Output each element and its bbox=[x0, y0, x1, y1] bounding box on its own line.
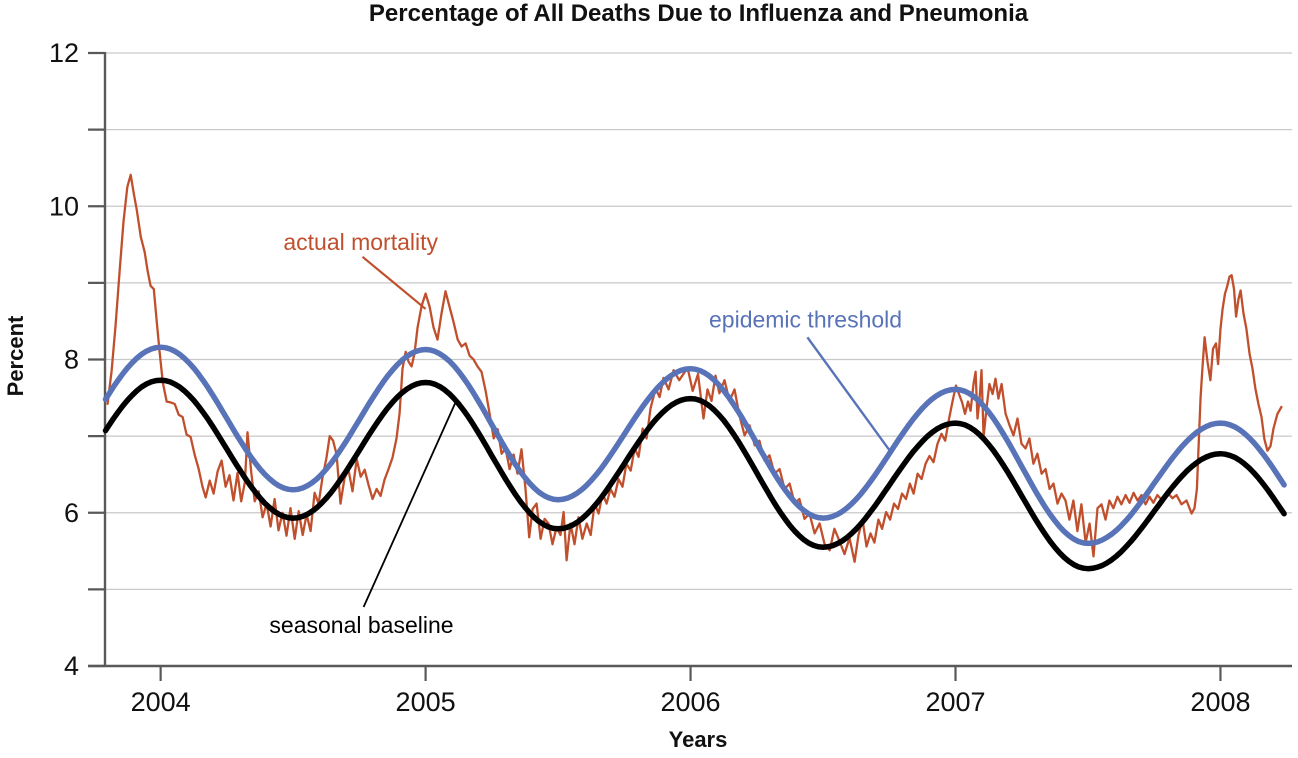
x-tick-label-2008: 2008 bbox=[1190, 687, 1250, 717]
annotation-leader-actual-mortality bbox=[361, 255, 427, 310]
series-actual-line bbox=[106, 173, 1283, 563]
y-tick-label-6: 6 bbox=[64, 498, 79, 528]
annotation-leader-epidemic-threshold bbox=[806, 336, 892, 453]
annotation-label-actual-mortality: actual mortality bbox=[283, 229, 438, 255]
x-axis-title: Years bbox=[668, 727, 728, 752]
y-tick-label-12: 12 bbox=[49, 38, 79, 68]
x-tick-label-2006: 2006 bbox=[661, 687, 721, 717]
x-tick-label-2007: 2007 bbox=[925, 687, 985, 717]
annotation-label-seasonal-baseline: seasonal baseline bbox=[269, 612, 453, 638]
y-tick-label-8: 8 bbox=[64, 345, 79, 375]
annotation-label-epidemic-threshold: epidemic threshold bbox=[709, 306, 902, 332]
series-threshold-line bbox=[102, 344, 1287, 547]
series-baseline-line bbox=[102, 377, 1287, 572]
x-tick-label-2005: 2005 bbox=[396, 687, 456, 717]
annotation-leader-seasonal-baseline bbox=[362, 402, 457, 608]
chart-title: Percentage of All Deaths Due to Influenz… bbox=[368, 0, 1029, 27]
y-tick-label-10: 10 bbox=[49, 191, 79, 221]
x-tick-label-2004: 2004 bbox=[131, 687, 191, 717]
y-tick-label-4: 4 bbox=[64, 651, 79, 681]
